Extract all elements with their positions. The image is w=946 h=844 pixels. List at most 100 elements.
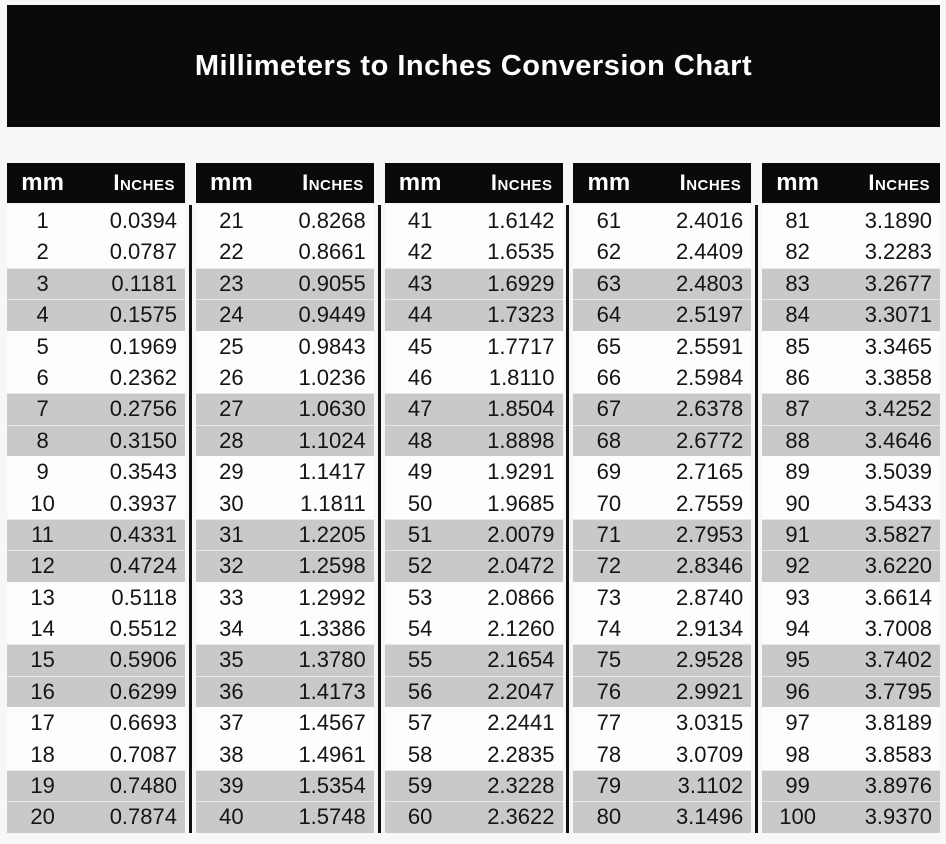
table-row: 24 0.9449 bbox=[195, 299, 374, 331]
inches-value: 2.1654 bbox=[487, 647, 555, 673]
inches-value: 3.2677 bbox=[864, 270, 932, 296]
inches-value: 0.4724 bbox=[109, 553, 177, 579]
inches-value: 0.1575 bbox=[109, 302, 177, 328]
inches-value: 0.9055 bbox=[298, 270, 366, 296]
table-rows: 81 3.1890 82 3.2283 83 3.2677 84 3.3071 85 3.3465… bbox=[762, 205, 940, 833]
mm-value: 91 bbox=[785, 521, 810, 547]
mm-column-header: mm bbox=[776, 169, 819, 196]
title-banner: Millimeters to Inches Conversion Chart bbox=[7, 5, 940, 127]
table-row: 43 1.6929 bbox=[384, 267, 563, 300]
inches-value: 1.0630 bbox=[298, 396, 366, 422]
inches-value: 1.6929 bbox=[487, 270, 555, 296]
mm-value: 52 bbox=[407, 553, 433, 579]
inches-value: 2.6772 bbox=[675, 427, 744, 453]
mm-value: 62 bbox=[596, 239, 622, 265]
mm-value: 69 bbox=[596, 459, 622, 485]
table-row: 72 2.8346 bbox=[573, 550, 752, 582]
table-row: 34 1.3386 bbox=[195, 613, 374, 645]
inches-value: 1.0236 bbox=[298, 364, 366, 390]
inches-value: 2.8740 bbox=[675, 584, 744, 610]
inches-value: 2.4016 bbox=[675, 208, 744, 233]
table-row: 23 0.9055 bbox=[195, 267, 374, 300]
table-row: 42 1.6535 bbox=[384, 236, 563, 268]
mm-value: 92 bbox=[785, 553, 810, 579]
inches-value: 0.1181 bbox=[111, 270, 177, 296]
inches-value: 1.8110 bbox=[488, 364, 555, 390]
table-row: 93 3.6614 bbox=[762, 581, 940, 614]
mm-value: 70 bbox=[596, 490, 622, 516]
mm-value: 86 bbox=[785, 364, 810, 390]
inches-value: 1.9291 bbox=[487, 459, 555, 485]
table-rows: 1 0.0394 2 0.0787 3 0.1181 4 0.1575 5 0.1969 6 0.23… bbox=[7, 205, 185, 833]
mm-value: 71 bbox=[596, 521, 622, 547]
mm-value: 3 bbox=[36, 270, 49, 296]
inches-value: 2.4409 bbox=[675, 239, 744, 265]
table-row: 96 3.7795 bbox=[762, 675, 940, 708]
inches-value: 2.7165 bbox=[675, 459, 744, 485]
mm-value: 7 bbox=[36, 396, 49, 422]
mm-value: 20 bbox=[30, 804, 55, 830]
inches-value: 0.4331 bbox=[109, 521, 177, 547]
inches-value: 1.4961 bbox=[298, 741, 366, 767]
table-row: 91 3.5827 bbox=[762, 518, 940, 551]
inches-value: 0.7087 bbox=[109, 741, 177, 767]
table-rows: 61 2.4016 62 2.4409 63 2.4803 64 2.5197 65 2.5591… bbox=[573, 205, 752, 833]
inches-value: 3.3071 bbox=[864, 302, 932, 328]
inches-value: 0.3543 bbox=[109, 459, 177, 485]
conversion-table: mm Inches 1 0.0394 2 0.0787 3 0.1181 4 0.1575 5 0.1… bbox=[7, 163, 940, 833]
column-divider bbox=[755, 205, 759, 833]
table-row: 74 2.9134 bbox=[573, 613, 752, 645]
inches-value: 2.7559 bbox=[675, 490, 744, 516]
mm-value: 50 bbox=[407, 490, 433, 516]
table-row: 64 2.5197 bbox=[573, 299, 752, 331]
table-row: 22 0.8661 bbox=[195, 236, 374, 268]
mm-value: 42 bbox=[407, 239, 433, 265]
table-group-5: mm Inches 81 3.1890 82 3.2283 83 3.2677 84 3.3071… bbox=[762, 163, 940, 833]
inches-value: 0.5906 bbox=[109, 647, 177, 673]
inches-value: 2.6378 bbox=[675, 396, 744, 422]
table-row: 19 0.7480 bbox=[7, 770, 185, 802]
table-row: 50 1.9685 bbox=[384, 487, 563, 519]
mm-value: 67 bbox=[596, 396, 622, 422]
table-row: 60 2.3622 bbox=[384, 801, 563, 833]
table-row: 59 2.3228 bbox=[384, 770, 563, 802]
mm-value: 28 bbox=[219, 427, 244, 453]
mm-value: 6 bbox=[36, 364, 49, 390]
table-row: 97 3.8189 bbox=[762, 707, 940, 739]
table-row: 63 2.4803 bbox=[573, 267, 752, 300]
mm-column-header: mm bbox=[210, 169, 253, 196]
mm-value: 64 bbox=[596, 302, 622, 328]
table-row: 54 2.1260 bbox=[384, 613, 563, 645]
table-row: 65 2.5591 bbox=[573, 330, 752, 362]
mm-value: 83 bbox=[785, 270, 810, 296]
table-row: 40 1.5748 bbox=[195, 801, 374, 833]
table-row: 21 0.8268 bbox=[195, 205, 374, 237]
mm-value: 54 bbox=[407, 616, 433, 642]
table-row: 1 0.0394 bbox=[7, 205, 185, 237]
mm-value: 9 bbox=[36, 459, 49, 485]
table-row: 12 0.4724 bbox=[7, 550, 185, 582]
mm-value: 35 bbox=[219, 647, 244, 673]
mm-value: 26 bbox=[219, 364, 244, 390]
mm-value: 19 bbox=[30, 773, 55, 799]
inches-value: 2.3622 bbox=[487, 804, 555, 830]
mm-value: 18 bbox=[30, 741, 55, 767]
inches-value: 1.5354 bbox=[298, 773, 366, 799]
table-row: 26 1.0236 bbox=[195, 361, 374, 394]
mm-value: 16 bbox=[30, 678, 55, 704]
column-divider bbox=[377, 205, 381, 833]
mm-value: 32 bbox=[219, 553, 244, 579]
table-row: 16 0.6299 bbox=[7, 675, 185, 708]
inches-value: 1.2205 bbox=[298, 521, 366, 547]
mm-value: 58 bbox=[407, 741, 433, 767]
table-row: 35 1.3780 bbox=[195, 644, 374, 676]
mm-value: 48 bbox=[407, 427, 433, 453]
mm-value: 31 bbox=[219, 521, 244, 547]
mm-value: 80 bbox=[596, 804, 622, 830]
table-header: mm Inches bbox=[195, 163, 374, 203]
inches-value: 3.1890 bbox=[864, 208, 932, 233]
inches-value: 2.2441 bbox=[487, 710, 555, 736]
inches-value: 3.3858 bbox=[864, 364, 932, 390]
mm-value: 94 bbox=[785, 616, 810, 642]
